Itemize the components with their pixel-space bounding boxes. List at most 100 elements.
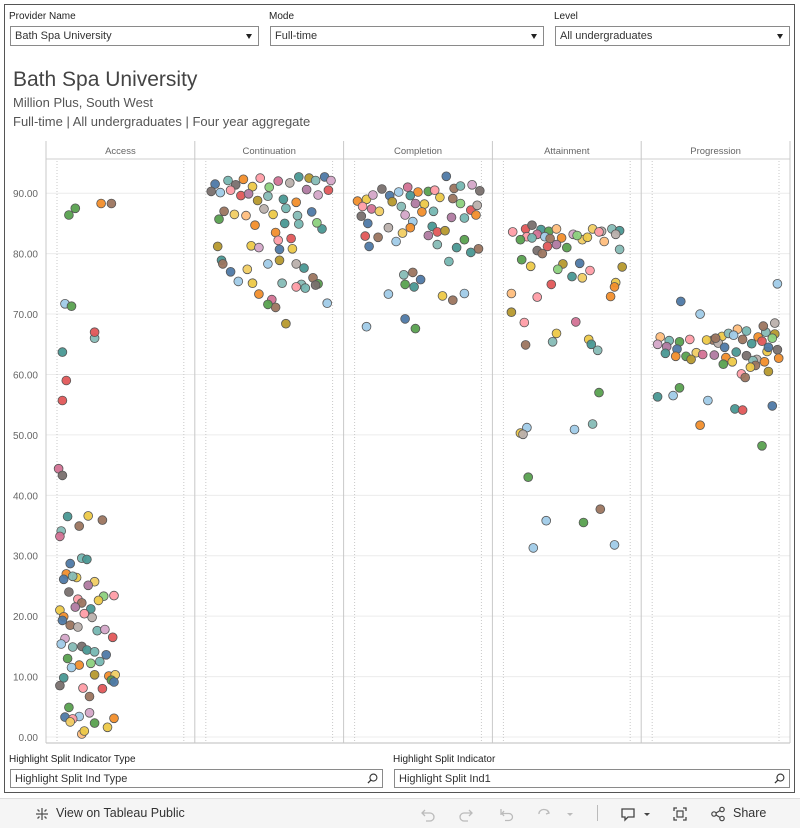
data-point bbox=[70, 602, 81, 612]
data-point bbox=[525, 261, 536, 272]
data-point bbox=[547, 336, 558, 347]
data-point bbox=[383, 289, 394, 299]
data-point bbox=[459, 213, 470, 223]
mode-dropdown[interactable]: Full-time bbox=[270, 26, 544, 46]
data-point bbox=[703, 395, 713, 406]
data-point bbox=[89, 327, 100, 338]
data-point bbox=[259, 204, 269, 214]
data-point bbox=[286, 233, 296, 244]
search-icon bbox=[367, 773, 378, 784]
chevron-down-icon[interactable] bbox=[639, 806, 655, 822]
data-point bbox=[89, 718, 100, 728]
data-point bbox=[740, 372, 750, 383]
data-point bbox=[578, 517, 589, 528]
data-point bbox=[541, 515, 551, 526]
data-point bbox=[65, 717, 75, 727]
data-point bbox=[361, 321, 372, 332]
data-point bbox=[87, 612, 97, 623]
data-point bbox=[741, 326, 752, 336]
data-point bbox=[291, 197, 302, 208]
data-point bbox=[577, 272, 588, 283]
data-point bbox=[89, 646, 100, 657]
data-point bbox=[89, 669, 100, 680]
data-point bbox=[84, 691, 95, 702]
data-point bbox=[102, 722, 113, 733]
highlight-type-label: Highlight Split Indicator Type bbox=[9, 754, 136, 765]
scatter-chart[interactable]: 0.00 10.00 20.00 30.00 40.00 50.00 60.00 70.00 8… bbox=[0, 0, 800, 760]
data-point bbox=[471, 210, 481, 220]
data-point bbox=[660, 348, 671, 359]
comment-icon[interactable] bbox=[620, 806, 636, 822]
data-point bbox=[759, 356, 770, 367]
panel-header-attainment: Attainment bbox=[544, 146, 590, 157]
data-point bbox=[728, 330, 739, 341]
panel-header-access: Access bbox=[105, 146, 136, 157]
tableau-toolbar: View on Tableau Public Share bbox=[0, 798, 800, 828]
data-point bbox=[206, 186, 217, 197]
chevron-down-icon bbox=[531, 34, 537, 39]
data-point bbox=[587, 419, 598, 429]
refresh-icon[interactable] bbox=[536, 806, 552, 822]
data-point bbox=[109, 713, 119, 724]
data-point bbox=[695, 309, 705, 319]
data-point bbox=[592, 345, 603, 356]
data-point bbox=[519, 317, 530, 328]
data-point bbox=[772, 344, 783, 355]
data-point bbox=[58, 574, 69, 585]
data-point bbox=[695, 420, 705, 431]
share-button[interactable]: Share bbox=[733, 806, 767, 820]
tableau-logo-icon bbox=[36, 808, 48, 820]
data-point bbox=[398, 269, 409, 280]
data-point bbox=[441, 171, 452, 182]
data-point bbox=[605, 291, 616, 302]
data-point bbox=[247, 278, 258, 289]
redo-icon[interactable] bbox=[458, 806, 474, 822]
data-point bbox=[455, 181, 466, 191]
data-point bbox=[67, 571, 78, 582]
toolbar-divider bbox=[597, 805, 598, 821]
data-point bbox=[57, 347, 68, 357]
data-point bbox=[402, 182, 413, 193]
data-point bbox=[225, 266, 236, 277]
data-point bbox=[274, 244, 285, 255]
data-point bbox=[556, 233, 567, 243]
data-point bbox=[254, 242, 264, 253]
data-point bbox=[107, 632, 118, 643]
data-point bbox=[250, 220, 260, 231]
data-point bbox=[551, 239, 562, 250]
fullscreen-icon[interactable] bbox=[672, 806, 688, 822]
revert-icon[interactable] bbox=[498, 806, 514, 822]
data-point bbox=[400, 210, 410, 220]
data-point bbox=[268, 209, 278, 220]
data-point bbox=[437, 291, 448, 301]
data-point bbox=[86, 658, 96, 669]
mode-dropdown-value: Full-time bbox=[275, 30, 318, 42]
data-point bbox=[215, 187, 226, 198]
data-point bbox=[572, 230, 582, 241]
chevron-down-icon[interactable] bbox=[562, 806, 578, 822]
data-point bbox=[70, 203, 81, 214]
data-point bbox=[383, 222, 394, 233]
data-point bbox=[360, 231, 371, 241]
data-point bbox=[472, 200, 483, 211]
data-point bbox=[447, 295, 458, 306]
data-point bbox=[516, 254, 527, 265]
data-point bbox=[758, 321, 769, 331]
chevron-down-icon bbox=[246, 34, 252, 39]
data-point bbox=[459, 288, 470, 299]
highlight-type-search[interactable]: Highlight Split Ind Type bbox=[10, 769, 383, 788]
data-point bbox=[214, 214, 224, 225]
y-tick-label: 80.00 bbox=[13, 250, 38, 261]
share-icon[interactable] bbox=[710, 806, 726, 822]
data-point bbox=[763, 342, 774, 353]
data-point bbox=[247, 181, 258, 192]
view-on-tableau-link[interactable]: View on Tableau Public bbox=[56, 806, 185, 820]
data-point bbox=[551, 328, 562, 339]
undo-icon[interactable] bbox=[420, 806, 436, 822]
level-dropdown[interactable]: All undergraduates bbox=[555, 26, 790, 46]
data-point bbox=[467, 180, 477, 190]
data-point bbox=[310, 175, 321, 186]
highlight-ind-search[interactable]: Highlight Split Ind1 bbox=[394, 769, 790, 788]
data-point bbox=[451, 242, 462, 253]
provider-dropdown[interactable]: Bath Spa University bbox=[10, 26, 259, 46]
